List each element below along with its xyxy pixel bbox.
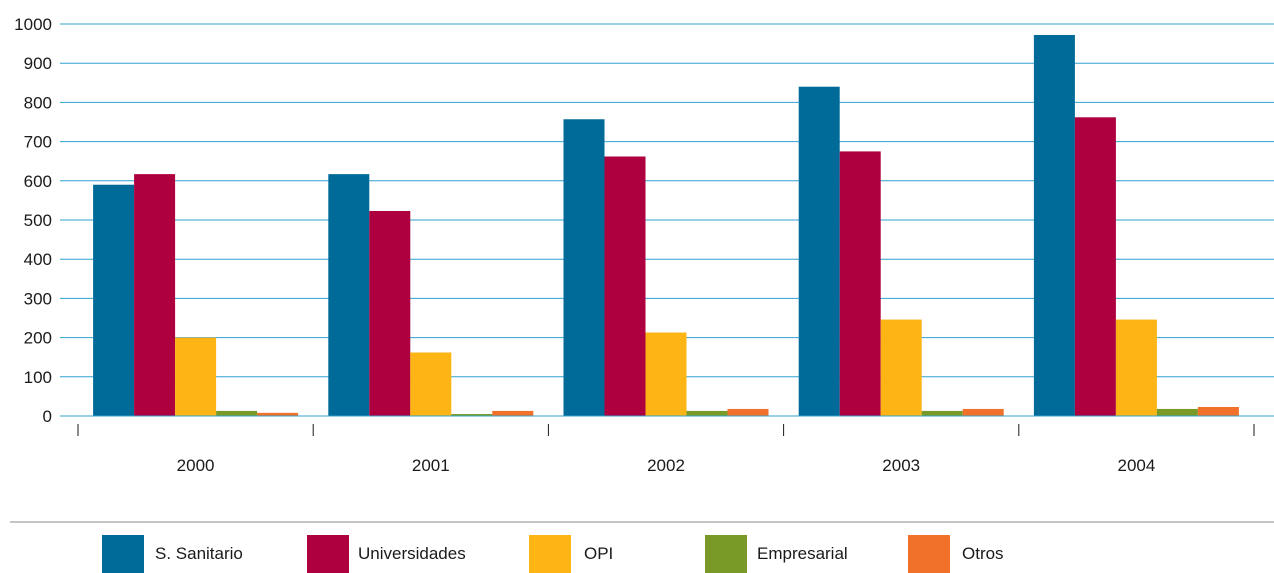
x-axis-category-labels: 2000 2001 2002 2003 2004 xyxy=(177,456,1156,475)
y-tick-label: 300 xyxy=(24,289,52,308)
legend-swatch-opi xyxy=(529,535,571,573)
y-tick-label: 400 xyxy=(24,250,52,269)
bar-universidades-2002 xyxy=(604,156,646,416)
y-tick-label: 900 xyxy=(24,54,52,73)
bar-otros-2003 xyxy=(962,408,1004,416)
bar-otros-2000 xyxy=(257,412,299,416)
legend-swatch-s-sanitario xyxy=(102,535,144,573)
bar-universidades-2000 xyxy=(134,174,176,416)
legend-label-opi: OPI xyxy=(584,544,613,563)
y-axis-tick-labels: 0 100 200 300 400 500 600 700 800 900 1000 xyxy=(14,15,52,426)
legend: S. Sanitario Universidades OPI Empresarial O… xyxy=(102,535,1004,573)
grid-lines xyxy=(60,23,1274,378)
legend-swatch-empresarial xyxy=(705,535,747,573)
bar-otros-2002 xyxy=(727,408,769,416)
bar-universidades-2001 xyxy=(369,210,411,416)
legend-swatch-universidades xyxy=(307,535,349,573)
x-category-label: 2002 xyxy=(647,456,685,475)
y-tick-label: 700 xyxy=(24,133,52,152)
bar-universidades-2003 xyxy=(839,151,881,416)
bar-opi-2001 xyxy=(410,352,452,416)
legend-label-otros: Otros xyxy=(962,544,1004,563)
bar-otros-2004 xyxy=(1197,406,1239,416)
bar-empresarial-2004 xyxy=(1156,408,1198,416)
y-tick-label: 1000 xyxy=(14,15,52,34)
y-tick-label: 100 xyxy=(24,368,52,387)
legend-label-s-sanitario: S. Sanitario xyxy=(155,544,243,563)
x-axis xyxy=(60,415,1274,436)
bar-empresarial-2002 xyxy=(686,410,728,416)
bar-empresarial-2003 xyxy=(921,410,963,416)
legend-label-empresarial: Empresarial xyxy=(757,544,848,563)
legend-swatch-otros xyxy=(908,535,950,573)
bar-s-sanitario-2000 xyxy=(93,184,135,416)
bar-opi-2000 xyxy=(175,337,217,416)
legend-label-universidades: Universidades xyxy=(358,544,466,563)
bar-s-sanitario-2003 xyxy=(798,86,840,416)
y-tick-label: 500 xyxy=(24,211,52,230)
bar-opi-2003 xyxy=(880,319,922,416)
x-category-label: 2000 xyxy=(177,456,215,475)
y-tick-label: 600 xyxy=(24,172,52,191)
bar-s-sanitario-2001 xyxy=(328,174,370,416)
bar-s-sanitario-2002 xyxy=(563,119,605,417)
bar-empresarial-2000 xyxy=(216,410,258,416)
x-category-label: 2003 xyxy=(882,456,920,475)
x-category-label: 2001 xyxy=(412,456,450,475)
x-category-label: 2004 xyxy=(1117,456,1155,475)
bar-universidades-2004 xyxy=(1074,117,1116,417)
y-tick-label: 800 xyxy=(24,93,52,112)
bar-empresarial-2001 xyxy=(451,414,493,416)
bar-otros-2001 xyxy=(492,410,534,416)
bar-opi-2002 xyxy=(645,332,687,416)
bar-s-sanitario-2004 xyxy=(1033,34,1075,416)
y-tick-label: 0 xyxy=(43,407,52,426)
bars xyxy=(93,34,1239,417)
y-tick-label: 200 xyxy=(24,329,52,348)
bar-opi-2004 xyxy=(1115,319,1157,416)
